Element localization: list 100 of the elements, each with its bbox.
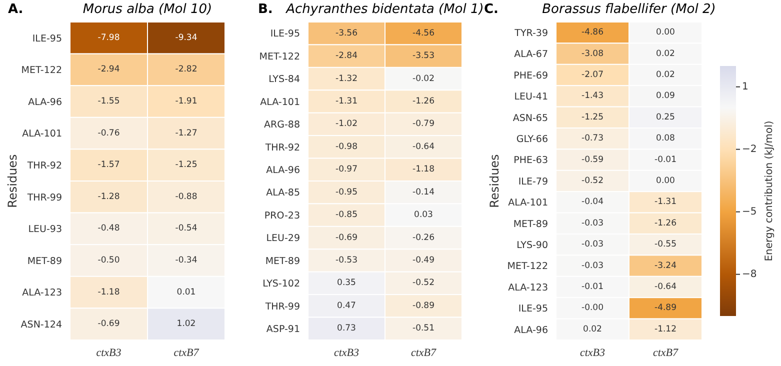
data-label: -1.18 bbox=[412, 164, 434, 175]
y-tick-label: MET-89 bbox=[265, 256, 300, 267]
data-label: -0.53 bbox=[336, 256, 358, 266]
data-label: -0.59 bbox=[582, 154, 604, 165]
color-bar-label: −5 bbox=[742, 206, 757, 218]
data-label: -2.84 bbox=[336, 51, 358, 62]
data-label: -0.76 bbox=[98, 128, 120, 138]
y-tick-label: THR-99 bbox=[264, 301, 300, 312]
chart-title: Morus alba (Mol 10) bbox=[82, 2, 214, 17]
data-label: -0.34 bbox=[175, 256, 198, 266]
y-tick-label: LEU-93 bbox=[28, 224, 62, 236]
y-tick-label: LEU-29 bbox=[266, 233, 300, 244]
data-label: 1.02 bbox=[176, 319, 196, 330]
y-tick-label: THR-92 bbox=[26, 160, 62, 172]
data-label: -0.98 bbox=[336, 142, 358, 152]
y-tick-label: ALA-123 bbox=[22, 288, 62, 299]
data-label: -4.56 bbox=[412, 28, 434, 38]
y-axis-title: Residues bbox=[487, 154, 502, 208]
y-tick-label: ALA-101 bbox=[22, 128, 62, 140]
data-label: -0.04 bbox=[582, 197, 604, 208]
data-label: -1.12 bbox=[654, 324, 676, 334]
data-label: 0.02 bbox=[656, 48, 675, 59]
data-label: 0.00 bbox=[656, 176, 675, 186]
data-label: -1.27 bbox=[175, 128, 198, 138]
data-label: -1.57 bbox=[98, 160, 120, 170]
data-label: 0.03 bbox=[414, 210, 433, 220]
y-tick-label: ASN-65 bbox=[512, 112, 548, 124]
data-label: -0.88 bbox=[175, 192, 198, 202]
y-tick-label: ALA-123 bbox=[508, 282, 548, 294]
data-label: -0.73 bbox=[582, 134, 604, 144]
data-label: -1.31 bbox=[336, 96, 358, 106]
data-label: -0.69 bbox=[98, 319, 120, 330]
data-label: 0.73 bbox=[337, 324, 356, 334]
data-label: -0.14 bbox=[412, 187, 434, 198]
data-label: 0.35 bbox=[337, 278, 356, 288]
x-tick-label: ctxB3 bbox=[334, 346, 360, 359]
data-label: 0.02 bbox=[583, 324, 602, 334]
data-label: -0.26 bbox=[412, 232, 434, 243]
y-tick-label: LYS-102 bbox=[262, 278, 300, 290]
y-tick-label: LYS-90 bbox=[516, 240, 548, 251]
data-label: -1.26 bbox=[654, 218, 676, 228]
x-tick-label: ctxB7 bbox=[174, 346, 200, 359]
x-tick-label: ctxB3 bbox=[580, 346, 606, 359]
data-label: -3.24 bbox=[654, 260, 676, 271]
data-label: -3.08 bbox=[582, 48, 604, 59]
y-tick-label: ILE-95 bbox=[32, 33, 62, 44]
data-label: -4.89 bbox=[654, 303, 676, 314]
y-tick-label: MET-122 bbox=[259, 51, 300, 62]
y-tick-label: ALA-96 bbox=[28, 96, 62, 108]
data-label: 0.47 bbox=[337, 300, 356, 311]
data-label: -0.64 bbox=[412, 142, 434, 152]
data-label: -0.03 bbox=[582, 218, 604, 228]
data-label: 0.00 bbox=[656, 28, 675, 38]
data-label: -1.02 bbox=[336, 119, 358, 130]
data-label: -9.34 bbox=[175, 32, 198, 43]
y-tick-label: LEU-41 bbox=[514, 92, 548, 103]
y-tick-label: PRO-23 bbox=[264, 210, 300, 222]
data-label: -0.52 bbox=[582, 176, 604, 186]
text: A. bbox=[8, 2, 24, 17]
y-tick-label: ALA-96 bbox=[266, 165, 300, 176]
y-axis-title: Residues bbox=[5, 154, 20, 208]
text: B. bbox=[258, 2, 273, 17]
y-tick-label: PHE-63 bbox=[514, 155, 548, 166]
data-label: -4.86 bbox=[582, 28, 604, 38]
y-tick-label: MET-89 bbox=[513, 218, 548, 230]
data-label: -0.54 bbox=[175, 224, 198, 234]
y-tick-label: ILE-79 bbox=[518, 176, 548, 188]
data-label: 0.08 bbox=[656, 134, 675, 144]
data-label: 0.02 bbox=[656, 70, 675, 80]
y-tick-label: ILE-95 bbox=[270, 28, 300, 40]
x-tick-label: ctxB7 bbox=[652, 346, 679, 359]
data-label: -1.25 bbox=[175, 160, 198, 170]
y-tick-label: PHE-69 bbox=[514, 70, 548, 82]
x-tick-label: ctxB7 bbox=[410, 346, 437, 359]
data-label: -1.55 bbox=[98, 96, 120, 106]
y-tick-label: ALA-101 bbox=[260, 96, 300, 108]
data-label: -0.01 bbox=[654, 154, 676, 165]
data-label: -0.95 bbox=[336, 187, 358, 198]
data-label: -0.55 bbox=[654, 240, 676, 250]
data-label: -0.97 bbox=[336, 164, 358, 175]
y-tick-label: ALA-67 bbox=[514, 49, 548, 60]
y-tick-label: LYS-84 bbox=[268, 74, 300, 86]
data-label: -1.32 bbox=[336, 74, 358, 84]
data-label: -0.03 bbox=[582, 240, 604, 250]
chart-title: Borassus flabellifer (Mol 2) bbox=[541, 2, 717, 17]
y-tick-label: TYR-39 bbox=[514, 28, 548, 39]
data-label: -1.43 bbox=[582, 91, 604, 102]
data-label: -3.56 bbox=[336, 28, 358, 38]
x-tick-label: ctxB3 bbox=[96, 346, 122, 359]
data-label: -7.98 bbox=[98, 32, 120, 43]
data-label: -0.50 bbox=[98, 256, 120, 266]
text: C. bbox=[484, 2, 498, 17]
color-bar-label: −2 bbox=[742, 144, 757, 155]
data-label: -0.03 bbox=[582, 260, 604, 271]
color-bar-title: Energy contribution (kJ/mol) bbox=[764, 120, 775, 262]
data-label: -1.26 bbox=[412, 96, 434, 106]
data-label: -0.02 bbox=[412, 74, 434, 84]
data-label: -0.69 bbox=[336, 232, 358, 243]
data-label: -1.31 bbox=[654, 197, 676, 208]
data-label: -2.07 bbox=[582, 70, 604, 80]
